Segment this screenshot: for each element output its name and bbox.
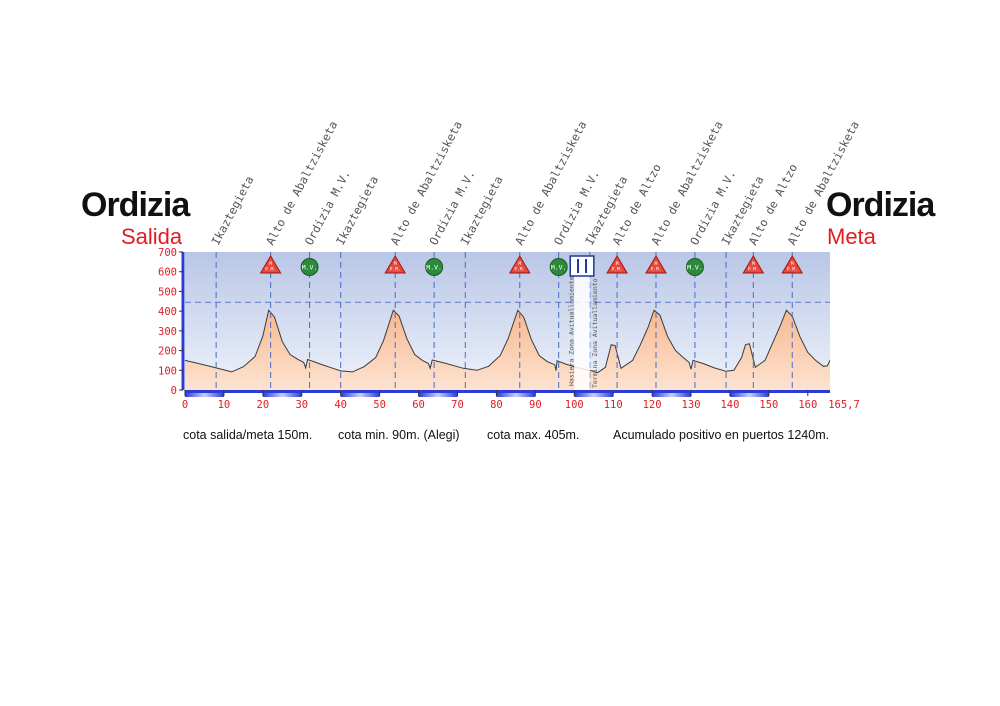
climb-marker-text: M <box>616 261 619 267</box>
feed-zone-band <box>574 256 590 390</box>
climb-triangle <box>384 255 407 274</box>
climb-triangle <box>742 255 765 274</box>
x-tick-label-13: 130 <box>682 399 701 411</box>
x-tick-label-16: 160 <box>798 399 817 411</box>
x-tick-label-10: 100 <box>565 399 584 411</box>
elevation-line <box>184 309 831 374</box>
climb-triangle <box>259 255 282 274</box>
climb-marker-text: P.M. <box>390 267 401 273</box>
x-axis-segment <box>340 393 380 397</box>
y-tick-label-7: 700 <box>158 247 177 259</box>
sprint-marker-text: M.V. <box>426 264 442 272</box>
climb-marker-text: M <box>394 261 397 267</box>
climb-marker-text: P.M. <box>787 267 798 273</box>
sprint-marker-icon: M.V. <box>300 258 319 276</box>
x-tick-label-2: 20 <box>257 399 270 411</box>
sprint-marker-text: M.V. <box>687 264 703 272</box>
x-tick-label-8: 80 <box>490 399 503 411</box>
poi-label-7: Alto de Abaltzisketa <box>512 119 589 248</box>
y-tick-label-3: 300 <box>158 326 177 338</box>
poi-label-15: Alto de Abaltzisketa <box>785 119 862 248</box>
x-tick-label-14: 140 <box>720 399 739 411</box>
climb-marker-icon: MP.M. <box>645 255 667 274</box>
start-city: Ordizia <box>81 186 190 224</box>
x-axis-segment <box>185 393 224 397</box>
sprint-marker-icon: M.V. <box>549 258 568 276</box>
stat-2: cota max. 405m. <box>487 428 580 442</box>
x-axis-segment <box>262 393 302 397</box>
x-axis-segment <box>496 393 536 397</box>
climb-marker-icon: MP.M. <box>508 255 531 274</box>
y-tick-label-0: 0 <box>171 385 177 397</box>
climb-marker-icon: MP.M. <box>606 255 628 274</box>
stat-0: cota salida/meta 150m. <box>183 428 313 442</box>
sprint-marker-text: M.V. <box>302 264 318 272</box>
climb-marker-icon: MP.M. <box>384 255 407 274</box>
climb-triangle <box>645 255 667 274</box>
x-axis-line <box>185 390 830 393</box>
sprint-marker-icon: M.V. <box>425 258 444 276</box>
cutlery-icon <box>569 255 595 277</box>
feed-zone-end-label: Termina Zona Avituallamiento <box>591 278 599 388</box>
x-tick-label-3: 30 <box>295 399 308 411</box>
x-tick-label-7: 70 <box>451 399 464 411</box>
climb-marker-text: P.M. <box>612 267 623 273</box>
elevation-profile-chart: Hasiera Zona Avituallamiento Termina Zona… <box>158 119 862 411</box>
sprint-marker-text: M.V. <box>551 264 567 272</box>
feed-zone-start-label: Hasiera Zona Avituallamiento <box>567 276 575 386</box>
sprint-circle <box>300 258 319 276</box>
stat-1: cota min. 90m. (Alegi) <box>338 428 460 442</box>
y-tick-label-4: 400 <box>158 306 177 318</box>
sprint-circle <box>549 258 568 276</box>
y-tick-label-6: 600 <box>158 267 177 279</box>
y-tick-label-5: 500 <box>158 286 177 298</box>
sprint-circle <box>425 258 444 276</box>
climb-triangle <box>606 255 628 274</box>
x-tick-label-6: 60 <box>412 399 425 411</box>
x-tick-label-0: 0 <box>182 399 188 411</box>
poi-label-11: Alto de Abaltzisketa <box>648 119 725 248</box>
climb-marker-icon: MP.M. <box>781 255 804 274</box>
x-tick-label-15: 150 <box>759 399 778 411</box>
x-axis-segment <box>574 393 614 397</box>
x-end-label: 165,7 <box>828 399 860 411</box>
feed-icon-box <box>569 255 595 277</box>
x-axis-segment <box>652 393 692 397</box>
x-tick-label-5: 50 <box>373 399 386 411</box>
x-axis-segment <box>729 393 769 397</box>
climb-marker-text: M <box>655 261 658 267</box>
finish-city: Ordizia <box>826 186 935 224</box>
start-label: Salida <box>121 224 183 249</box>
climb-marker-text: M <box>752 261 755 267</box>
climb-marker-text: P.M. <box>265 267 276 273</box>
climb-marker-text: P.M. <box>651 267 662 273</box>
climb-marker-icon: MP.M. <box>259 255 282 274</box>
x-tick-label-9: 90 <box>529 399 542 411</box>
x-tick-label-12: 120 <box>643 399 662 411</box>
poi-label-4: Alto de Abaltzisketa <box>387 119 464 248</box>
x-tick-label-11: 110 <box>604 399 623 411</box>
sprint-circle <box>685 258 704 276</box>
climb-triangle <box>508 255 531 274</box>
elevation-area <box>185 310 830 390</box>
y-tick-label-2: 200 <box>158 346 177 358</box>
x-tick-label-1: 10 <box>218 399 231 411</box>
finish-label: Meta <box>827 224 876 249</box>
climb-marker-text: M <box>269 261 272 267</box>
climb-marker-icon: MP.M. <box>742 255 765 274</box>
poi-label-0: Ikaztegieta <box>208 174 256 248</box>
stat-3: Acumulado positivo en puertos 1240m. <box>613 428 830 442</box>
poi-label-1: Alto de Abaltzisketa <box>263 119 340 248</box>
climb-triangle <box>781 255 804 274</box>
climb-marker-text: M <box>791 261 794 267</box>
y-tick-label-1: 100 <box>158 365 177 377</box>
x-tick-label-4: 40 <box>334 399 347 411</box>
climb-marker-text: M <box>518 261 521 267</box>
x-axis-segment <box>418 393 458 397</box>
climb-marker-text: P.M. <box>514 267 525 273</box>
climb-marker-text: P.M. <box>748 267 759 273</box>
sprint-marker-icon: M.V. <box>685 258 704 276</box>
